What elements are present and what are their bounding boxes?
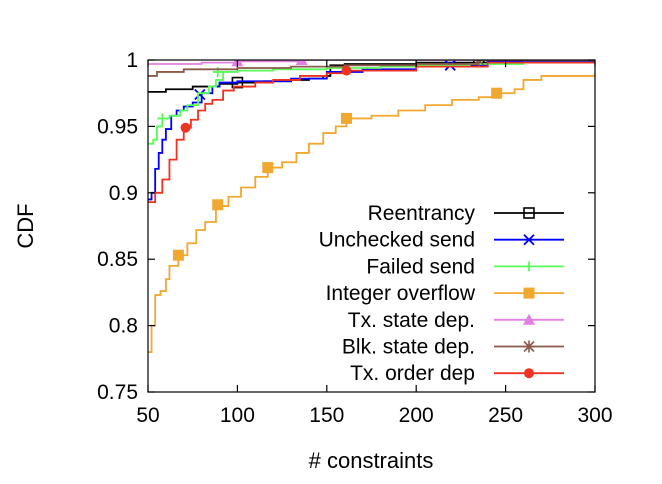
legend-marker-reentrancy <box>523 207 535 219</box>
legend-label-tx-state-dep: Tx. state dep. <box>348 309 475 332</box>
legend-marker-failed-send <box>524 261 534 272</box>
legend-label-tx-order-dep: Tx. order dep <box>350 362 475 385</box>
y-tick-label-4: 0.95 <box>97 115 138 138</box>
x-axis-label: # constraints <box>309 448 434 473</box>
x-tick-label-5: 300 <box>577 404 612 427</box>
legend-marker-tx-order-dep <box>524 368 534 379</box>
legend-label-failed-send: Failed send <box>366 255 475 278</box>
axis-layer: 50 100 150 200 250 300 0.75 0.8 0.85 0.9 0.95 1 <box>97 49 612 427</box>
series-marker-tx-order-dep-0 <box>180 122 191 133</box>
series-marker-integer-overflow-0 <box>172 249 184 261</box>
x-tick-label-1: 100 <box>220 404 255 427</box>
series-marker-unchecked-send-0 <box>194 88 206 101</box>
legend-item-unchecked-send: Unchecked send <box>319 229 564 252</box>
legend-marker-blk-state-dep <box>523 340 535 353</box>
series-blk-state-dep <box>148 60 595 77</box>
series-line-integer-overflow <box>148 73 595 354</box>
y-axis-label: CDF <box>13 203 38 248</box>
series-integer-overflow <box>148 73 595 354</box>
x-tick-label-3: 200 <box>399 404 434 427</box>
series-marker-integer-overflow-4 <box>491 87 503 99</box>
y-tick-label-5: 1 <box>126 49 138 72</box>
legend-label-reentrancy: Reentrancy <box>368 202 476 225</box>
series-marker-integer-overflow-2 <box>262 162 274 174</box>
legend-marker-tx-state-dep <box>523 313 535 325</box>
legend-marker-integer-overflow <box>523 287 535 299</box>
legend: Reentrancy Unchecked send Failed send Integ… <box>319 202 564 385</box>
legend-label-integer-overflow: Integer overflow <box>326 282 476 305</box>
series-marker-failed-send-0 <box>157 113 168 124</box>
series-marker-integer-overflow-3 <box>340 112 352 124</box>
x-tick-label-4: 250 <box>488 404 523 427</box>
series-tx-order-dep <box>148 60 595 203</box>
legend-item-tx-order-dep: Tx. order dep <box>350 362 564 385</box>
series-marker-integer-overflow-1 <box>212 199 224 211</box>
x-tick-label-0: 50 <box>136 404 159 427</box>
series-line-blk-state-dep <box>148 60 595 77</box>
legend-label-blk-state-dep: Blk. state dep. <box>342 336 475 359</box>
series-marker-tx-order-dep-1 <box>341 65 352 76</box>
series-failed-send <box>148 60 595 145</box>
y-tick-label-3: 0.9 <box>109 182 138 205</box>
x-tick-label-2: 150 <box>309 404 344 427</box>
series-marker-tx-state-dep-1 <box>295 60 308 65</box>
y-tick-label-0: 0.75 <box>97 381 138 404</box>
legend-item-integer-overflow: Integer overflow <box>326 282 564 305</box>
y-tick-label-2: 0.85 <box>97 248 138 271</box>
plot-frame <box>147 59 596 393</box>
legend-label-unchecked-send: Unchecked send <box>319 229 475 252</box>
y-tick-label-1: 0.8 <box>109 315 138 338</box>
legend-item-reentrancy: Reentrancy <box>368 202 564 225</box>
legend-item-tx-state-dep: Tx. state dep. <box>348 309 564 332</box>
legend-marker-unchecked-send <box>523 234 535 246</box>
legend-item-blk-state-dep: Blk. state dep. <box>342 336 564 359</box>
legend-item-failed-send: Failed send <box>366 255 564 278</box>
